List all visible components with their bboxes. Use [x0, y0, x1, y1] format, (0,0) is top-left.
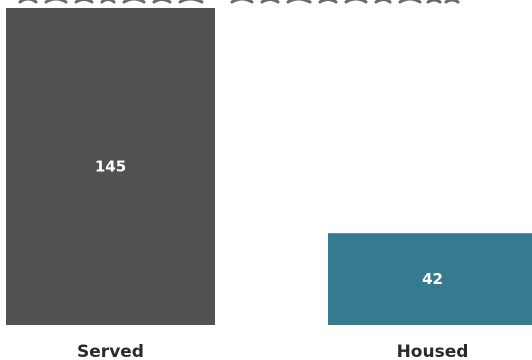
bars-group: [6, 8, 532, 325]
bar-served: [6, 8, 215, 325]
category-label-housed: Housed: [397, 342, 469, 360]
category-label-served: Served: [77, 342, 144, 360]
cropped-title-fragment: [18, 0, 460, 4]
data-label-housed: 42: [422, 270, 443, 288]
bar-housed: [328, 233, 532, 325]
data-label-served: 145: [95, 158, 126, 176]
category-labels-group: Served Housed: [77, 342, 468, 360]
value-labels-group: 145 42: [95, 158, 443, 289]
